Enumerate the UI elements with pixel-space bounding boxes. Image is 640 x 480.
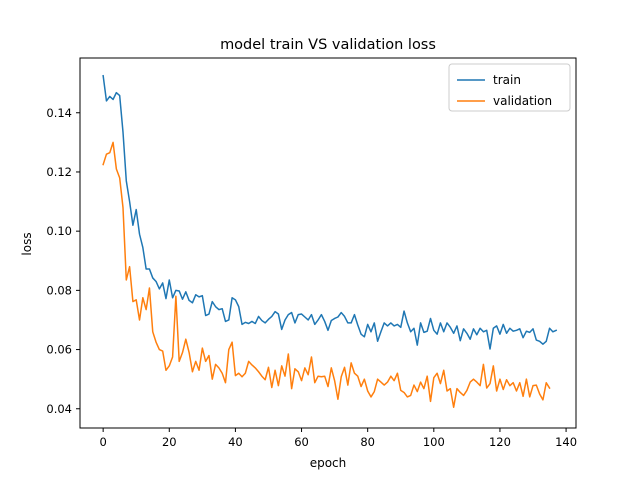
x-tick-label: 20	[162, 435, 177, 449]
plot-area	[79, 57, 577, 429]
y-tick-label: 0.12	[46, 165, 72, 179]
series-line-train	[102, 74, 558, 350]
x-tick-label: 80	[360, 435, 375, 449]
y-tick-label: 0.14	[46, 106, 72, 120]
series-layer	[102, 74, 558, 409]
series-line-validation	[102, 141, 551, 409]
x-tick-label: 60	[294, 435, 309, 449]
legend: train validation	[448, 63, 571, 112]
x-axis-label: epoch	[310, 456, 347, 470]
y-tick-label: 0.06	[46, 343, 72, 357]
x-tick-label: 0	[99, 435, 106, 449]
chart-title: model train VS validation loss	[220, 37, 436, 53]
axes-frame	[79, 57, 577, 429]
x-tick-label: 40	[228, 435, 243, 449]
y-tick-label: 0.08	[46, 283, 72, 297]
y-tick-label: 0.04	[46, 402, 72, 416]
x-tick-label: 100	[423, 435, 445, 449]
x-tick-label: 120	[489, 435, 511, 449]
y-tick-label: 0.10	[46, 224, 72, 238]
legend-label-train: train	[493, 73, 521, 87]
x-tick-label: 140	[555, 435, 577, 449]
legend-label-validation: validation	[493, 94, 552, 108]
legend-box	[448, 63, 571, 112]
y-axis-label: loss	[20, 232, 34, 255]
ticks-layer: 0 20 40 60 80 100 120 140 0.04 0.06 0.08 0.10 0.12 0.…	[46, 106, 577, 449]
